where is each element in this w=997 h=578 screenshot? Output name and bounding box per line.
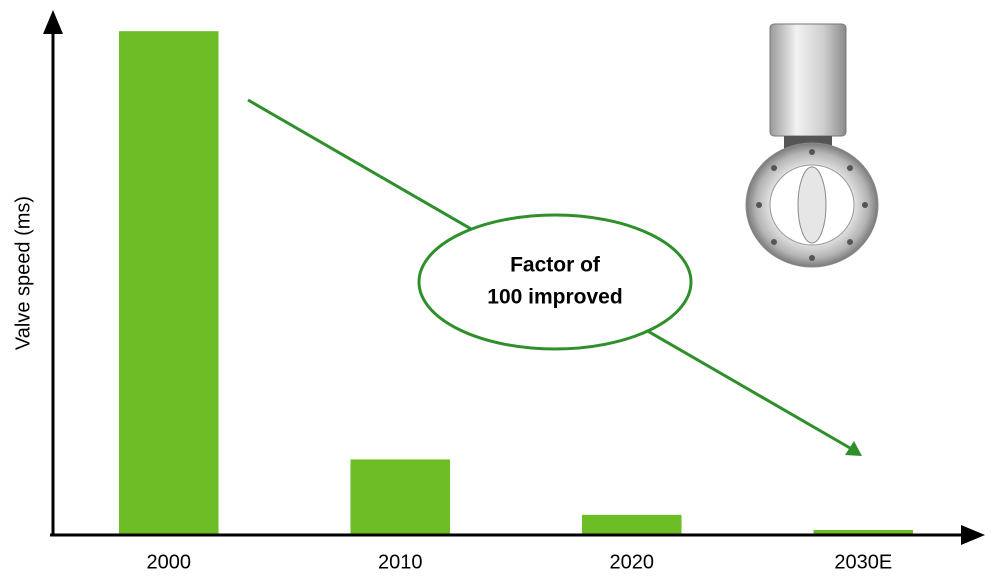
valve-image	[745, 23, 879, 268]
bar	[813, 529, 914, 535]
bar	[350, 459, 451, 535]
annotation-text: 100 improved	[487, 286, 622, 309]
annotation-bubble	[417, 213, 693, 351]
x-tick-label: 2000	[147, 551, 192, 573]
trend-arrowhead	[845, 441, 862, 456]
x-tick-label: 2020	[610, 551, 655, 573]
y-axis-arrow	[43, 10, 63, 34]
x-tick-label: 2030E	[834, 551, 892, 573]
bar	[581, 514, 682, 535]
x-tick-label: 2010	[378, 551, 423, 573]
y-axis-label: Valve speed (ms)	[12, 196, 34, 350]
annotation-text: Factor of	[510, 254, 601, 277]
x-axis-arrow	[961, 525, 985, 545]
bar	[118, 31, 219, 535]
